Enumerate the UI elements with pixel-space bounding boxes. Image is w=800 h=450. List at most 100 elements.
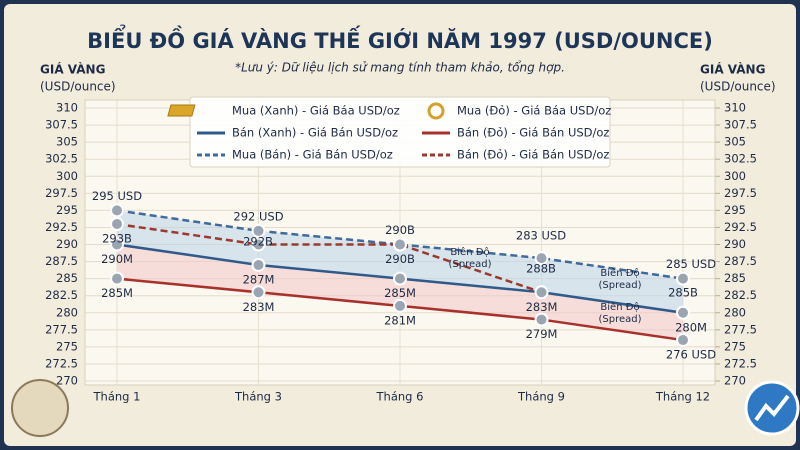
- y-tick-label: 285: [56, 271, 78, 285]
- logo: [744, 380, 800, 436]
- y2-tick-label: 285: [724, 271, 746, 285]
- data-label: 285 USD: [666, 257, 716, 271]
- point: [534, 312, 549, 327]
- spread-note: (Spread): [448, 259, 491, 270]
- legend-icon-ring: [427, 102, 445, 120]
- seal: [11, 379, 69, 437]
- point: [110, 237, 124, 252]
- legend-label: Bán (Xanh) - Giá Bán USD/oz: [232, 126, 398, 140]
- y2-axis-label: GIÁ VÀNG: [700, 62, 765, 77]
- legend-label: Mua (Đỏ) - Giá Báa USD/oz: [457, 104, 611, 118]
- y-axis-label: GIÁ VÀNG: [40, 62, 105, 77]
- x-tick-label: Tháng 3: [234, 390, 282, 404]
- y-tick-label: 305: [56, 135, 78, 149]
- y-tick-label: 302.5: [45, 152, 78, 166]
- y-tick-label: 270: [56, 374, 78, 388]
- y2-tick-label: 275: [724, 339, 746, 353]
- y2-tick-label: 292.5: [724, 220, 757, 234]
- spread-note: Biên Độ: [600, 267, 639, 279]
- annotation: 285B: [668, 286, 698, 300]
- point: [110, 203, 124, 218]
- data-label: 280M: [675, 320, 707, 334]
- point: [110, 217, 124, 232]
- y2-tick-label: 307.5: [724, 118, 757, 132]
- spread-note: Biên Độ: [600, 301, 639, 313]
- legend-label: Mua (Bán) - Giá Bán USD/oz: [232, 148, 393, 162]
- point: [393, 298, 407, 313]
- x-tick-label: Tháng 6: [376, 390, 424, 404]
- data-label: 287M: [243, 272, 275, 286]
- y-tick-label: 300: [56, 169, 78, 183]
- annotation: 283 USD: [516, 229, 566, 243]
- y2-tick-label: 300: [724, 169, 746, 183]
- data-label: 292 USD: [233, 209, 283, 223]
- point: [110, 271, 124, 286]
- y-tick-label: 297.5: [45, 186, 78, 200]
- point: [393, 237, 407, 252]
- logo-arrow: [754, 394, 790, 422]
- data-label: 276 USD: [666, 348, 716, 362]
- legend-icon-bar: [167, 104, 196, 117]
- y2-tick-label: 290: [724, 237, 746, 251]
- y-tick-label: 292.5: [45, 220, 78, 234]
- y2-tick-label: 310: [724, 101, 746, 115]
- y-tick-label: 295: [56, 203, 78, 217]
- y-tick-label: 290: [56, 237, 78, 251]
- data-label: 290B: [385, 223, 415, 237]
- y2-tick-label: 302.5: [724, 152, 757, 166]
- series-line: [116, 209, 684, 280]
- spread-note: Biên Độ: [450, 246, 489, 258]
- point: [534, 251, 549, 266]
- point: [676, 333, 690, 348]
- x-tick-label: Tháng 12: [655, 390, 710, 404]
- y2-tick-label: 270: [724, 374, 746, 388]
- chart-subtitle: *Lưu ý: Dữ liệu lịch sử mang tính tham k…: [235, 61, 565, 75]
- y-tick-label: 310: [56, 101, 78, 115]
- spread-note: (Spread): [598, 314, 641, 325]
- y2-tick-label: 272.5: [724, 356, 757, 370]
- point: [251, 257, 266, 272]
- y2-tick-label: 287.5: [724, 254, 757, 268]
- legend-label: Bán (Đỏ) - Giá Bán USD/oz: [457, 148, 609, 162]
- legend-box: [189, 96, 611, 168]
- data-label: 285M: [384, 286, 416, 300]
- chart-title: BIỂU ĐỒ GIÁ VÀNG THẾ GIỚI NĂM 1997 (USD/…: [87, 25, 713, 53]
- annotation: 288B: [526, 262, 556, 276]
- point: [534, 285, 549, 300]
- legend-label: Bán (Đỏ) - Giá Bán USD/oz: [457, 126, 609, 140]
- y2-tick-label: 305: [724, 135, 746, 149]
- y-tick-label: 280: [56, 305, 78, 319]
- data-label: 283M: [526, 300, 558, 314]
- point: [676, 305, 690, 320]
- x-tick-label: Tháng 9: [517, 390, 565, 404]
- annotation: 292B: [243, 235, 273, 249]
- spread-note: (Spread): [598, 280, 641, 291]
- y2-tick-label: 277.5: [724, 322, 757, 336]
- point: [251, 223, 266, 238]
- y-tick-label: 307.5: [45, 118, 78, 132]
- y2-tick-label: 297.5: [724, 186, 757, 200]
- y-tick-label: 275: [56, 339, 78, 353]
- data-label: 281M: [384, 313, 416, 327]
- data-label: 279M: [526, 327, 558, 341]
- y-tick-label: 277.5: [45, 322, 78, 336]
- x-tick-label: Tháng 1: [93, 390, 141, 404]
- y2-tick-label: 295: [724, 203, 746, 217]
- y2-axis-label: (USD/ounce): [700, 80, 776, 94]
- data-label: 285M: [101, 286, 133, 300]
- legend-label: Mua (Xanh) - Giá Báa USD/oz: [232, 104, 400, 118]
- data-label: 290B: [385, 252, 415, 266]
- y-tick-label: 272.5: [45, 356, 78, 370]
- series-line: [116, 222, 542, 294]
- data-label: 290M: [101, 252, 133, 266]
- data-label: 293B: [102, 232, 132, 246]
- y2-tick-label: 282.5: [724, 288, 757, 302]
- y-tick-label: 282.5: [45, 288, 78, 302]
- point: [393, 271, 407, 286]
- data-label: 283M: [243, 300, 275, 314]
- y2-tick-label: 280: [724, 305, 746, 319]
- point: [251, 285, 266, 300]
- point: [676, 271, 690, 286]
- y-axis-label: (USD/ounce): [40, 80, 116, 94]
